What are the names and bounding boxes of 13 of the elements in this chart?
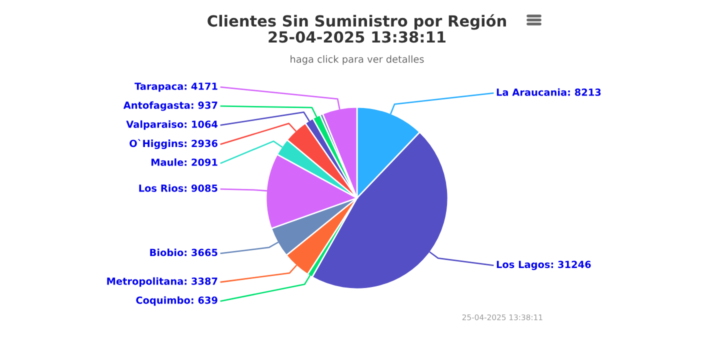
slice-label: Valparaiso: 1064 bbox=[126, 120, 218, 130]
slice-label: Tarapaca: 4171 bbox=[134, 82, 218, 92]
chart-subtitle: haga click para ver detalles bbox=[290, 55, 424, 65]
slice-label: Biobio: 3665 bbox=[150, 248, 218, 256]
slice-label: Metropolitana: 3387 bbox=[107, 277, 218, 287]
slice-label: Antofagasta: 937 bbox=[123, 101, 218, 111]
slice-label: La Araucania: 8213 bbox=[496, 88, 601, 96]
slice-label: Los Lagos: 31246 bbox=[496, 260, 591, 270]
slice-label: Maule: 2091 bbox=[151, 158, 218, 166]
slice-label: Coquimbo: 639 bbox=[136, 296, 218, 306]
slice-label: O`Higgins: 2936 bbox=[130, 139, 218, 150]
chart-title: Clientes Sin Suministro por Región 25-04-2025 13:38:11 bbox=[208, 14, 506, 43]
slice-label: Los Rios: 9085 bbox=[139, 184, 218, 192]
